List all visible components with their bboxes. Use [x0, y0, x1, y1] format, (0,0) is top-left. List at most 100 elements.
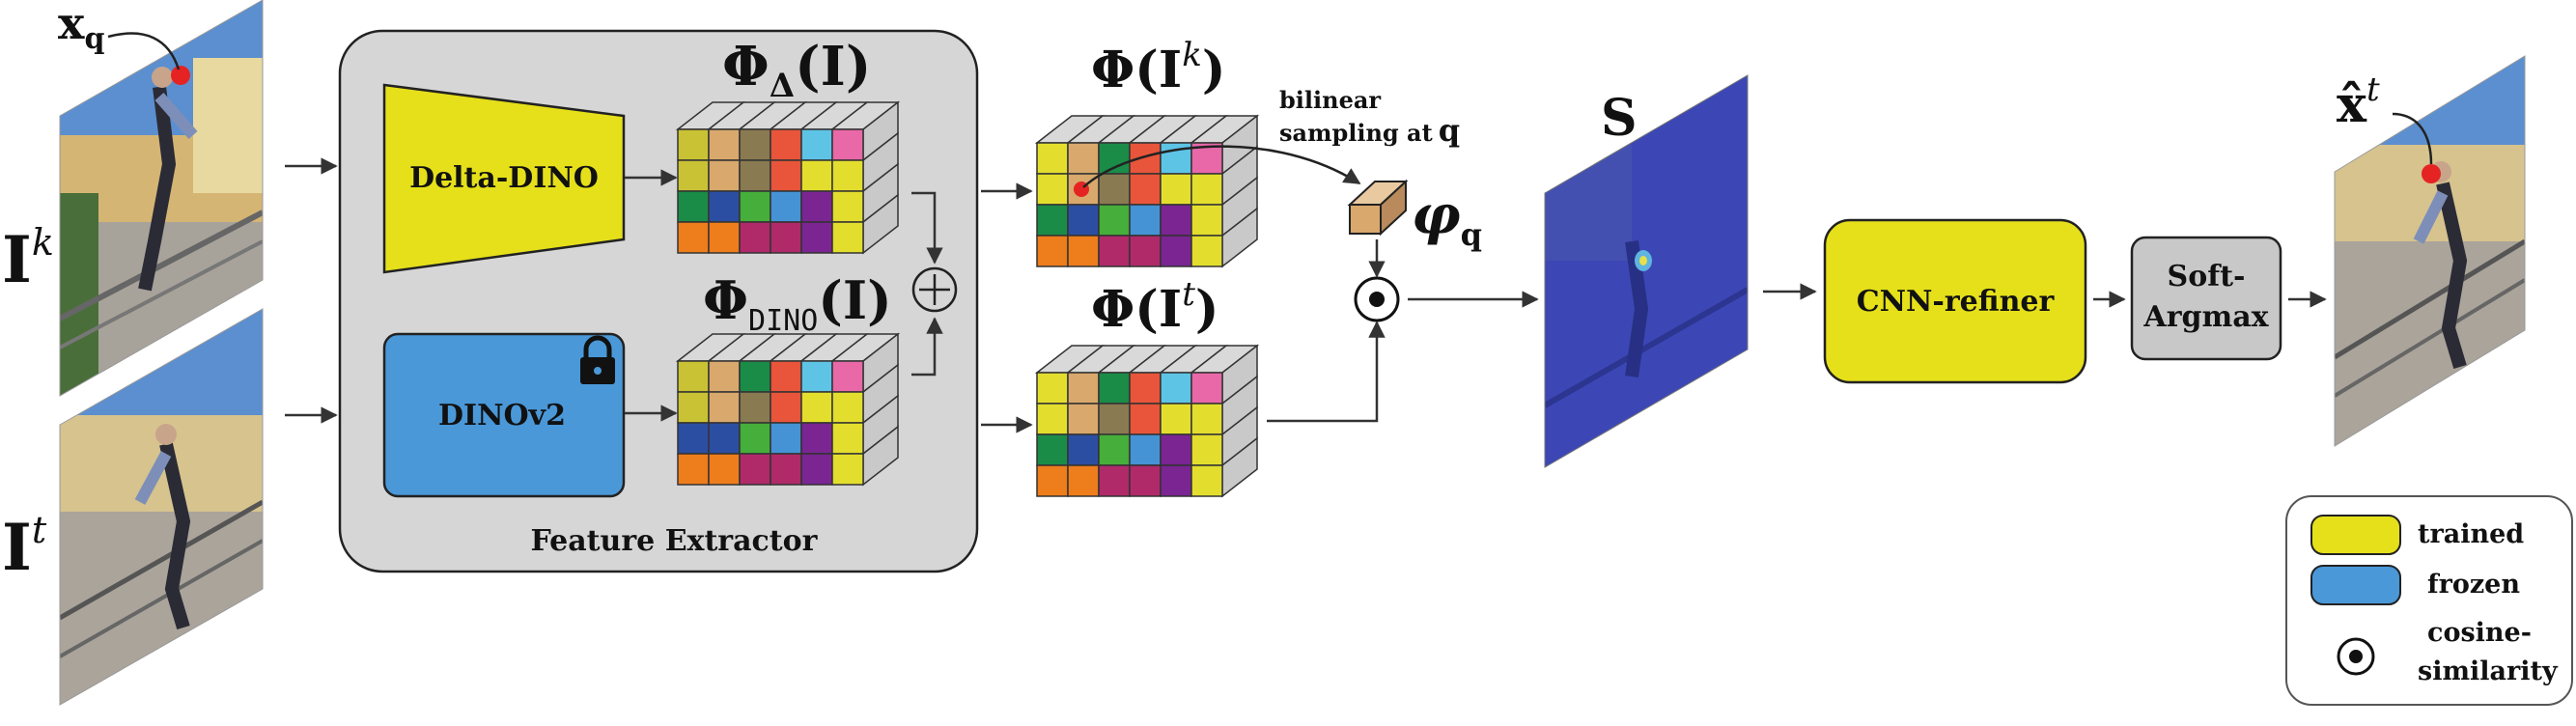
lock-icon [580, 335, 615, 384]
grid-cell [1036, 235, 1069, 267]
grid-cell [1098, 235, 1131, 267]
grid-cell [739, 128, 771, 161]
grid-cell [1160, 433, 1192, 466]
grid-cell [1067, 403, 1100, 435]
grid-cell [1036, 204, 1069, 237]
grid-cell [677, 190, 710, 223]
grid-cell [739, 453, 771, 486]
legend-cosine-label-line1: cosine- [2427, 618, 2532, 648]
grid-cell [800, 190, 833, 223]
query-pointer-line [107, 32, 181, 70]
query-label: xq [58, 0, 104, 56]
arrow-phi-t-to-cosine [1267, 321, 1386, 423]
sampling-text-line1: bilinear [1279, 86, 1381, 114]
feature-grid-dino [675, 332, 901, 487]
grid-cell [1190, 173, 1223, 206]
grid-cell [831, 190, 864, 223]
grid-cell [1067, 204, 1100, 237]
similarity-label: S [1601, 89, 1638, 148]
feature-grid-phi-t [1034, 344, 1260, 498]
grid-cell [770, 221, 802, 254]
grid-cell [1067, 372, 1100, 405]
output-label: x̂t [2337, 70, 2380, 134]
grid-cell [1036, 464, 1069, 497]
grid-cell [1129, 173, 1162, 206]
sampling-curve [1082, 145, 1361, 188]
varphi-q-label: φq [1412, 183, 1482, 253]
frame-k-image [59, 0, 264, 397]
grid-cell [1190, 204, 1223, 237]
grid-cell [831, 422, 864, 455]
grid-cell [708, 360, 741, 393]
grid-cell [739, 391, 771, 424]
grid-cell [1160, 372, 1192, 405]
grid-cell [739, 221, 771, 254]
cnn-refiner-block[interactable] [1823, 218, 2087, 384]
grid-cell [770, 453, 802, 486]
grid-cell [800, 360, 833, 393]
grid-cell [677, 422, 710, 455]
grid-cell [770, 391, 802, 424]
grid-cell [1160, 403, 1192, 435]
grid-cell [677, 391, 710, 424]
grid-cell [739, 159, 771, 192]
grid-cell [708, 190, 741, 223]
grid-cell [1067, 142, 1100, 175]
grid-cell [708, 159, 741, 192]
grid-cell [800, 159, 833, 192]
grid-cell [677, 221, 710, 254]
grid-cell [708, 128, 741, 161]
grid-cell [708, 453, 741, 486]
grid-cell [1129, 142, 1162, 175]
grid-cell [831, 128, 864, 161]
cnn-refiner-label: CNN-refiner [1857, 285, 2056, 319]
similarity-map [1544, 74, 1749, 468]
grid-cell [739, 190, 771, 223]
feature-grid-delta [675, 100, 901, 255]
feature-extractor-caption: Feature Extractor [531, 524, 819, 558]
grid-cell [1098, 464, 1131, 497]
phi-delta-label: ΦΔ(I) [722, 35, 871, 105]
legend-swatch-trained [2310, 515, 2401, 555]
grid-cell [1129, 464, 1162, 497]
soft-argmax-block[interactable] [2130, 236, 2282, 361]
grid-cell [1098, 204, 1131, 237]
grid-cell [1160, 464, 1192, 497]
grid-cell [770, 422, 802, 455]
grid-cell [739, 360, 771, 393]
prediction-pointer-line [2392, 112, 2433, 165]
grid-cell [1098, 403, 1131, 435]
grid-cell [1067, 464, 1100, 497]
delta-dino-block[interactable] [382, 83, 626, 274]
grid-cell [1129, 204, 1162, 237]
feature-grid-phi-k [1034, 114, 1260, 268]
dinov2-block[interactable] [382, 332, 626, 498]
connector-delta-to-sum [911, 191, 943, 265]
legend-swatch-frozen [2310, 565, 2401, 605]
grid-cell [1190, 372, 1223, 405]
grid-cell [800, 422, 833, 455]
grid-cell [800, 221, 833, 254]
grid-cell [739, 422, 771, 455]
grid-cell [800, 453, 833, 486]
phi-k-label: Φ(Ik) [1091, 36, 1225, 99]
grid-cell [1129, 403, 1162, 435]
grid-cell [1067, 235, 1100, 267]
sampling-text-line2: sampling at q [1279, 112, 1460, 149]
grid-cell [1190, 464, 1223, 497]
grid-cell [831, 453, 864, 486]
grid-cell [770, 360, 802, 393]
grid-cell [1036, 372, 1069, 405]
grid-cell [1098, 433, 1131, 466]
sampled-feature-cube [1347, 179, 1409, 237]
grid-cell [1190, 433, 1223, 466]
legend-cosine-label-line2: similarity [2418, 656, 2559, 686]
grid-cell [831, 391, 864, 424]
grid-cell [1036, 173, 1069, 206]
grid-cell [1036, 403, 1069, 435]
frame-t-label: It [2, 509, 47, 585]
grid-cell [708, 422, 741, 455]
grid-cell [1036, 433, 1069, 466]
grid-cell [1098, 142, 1131, 175]
